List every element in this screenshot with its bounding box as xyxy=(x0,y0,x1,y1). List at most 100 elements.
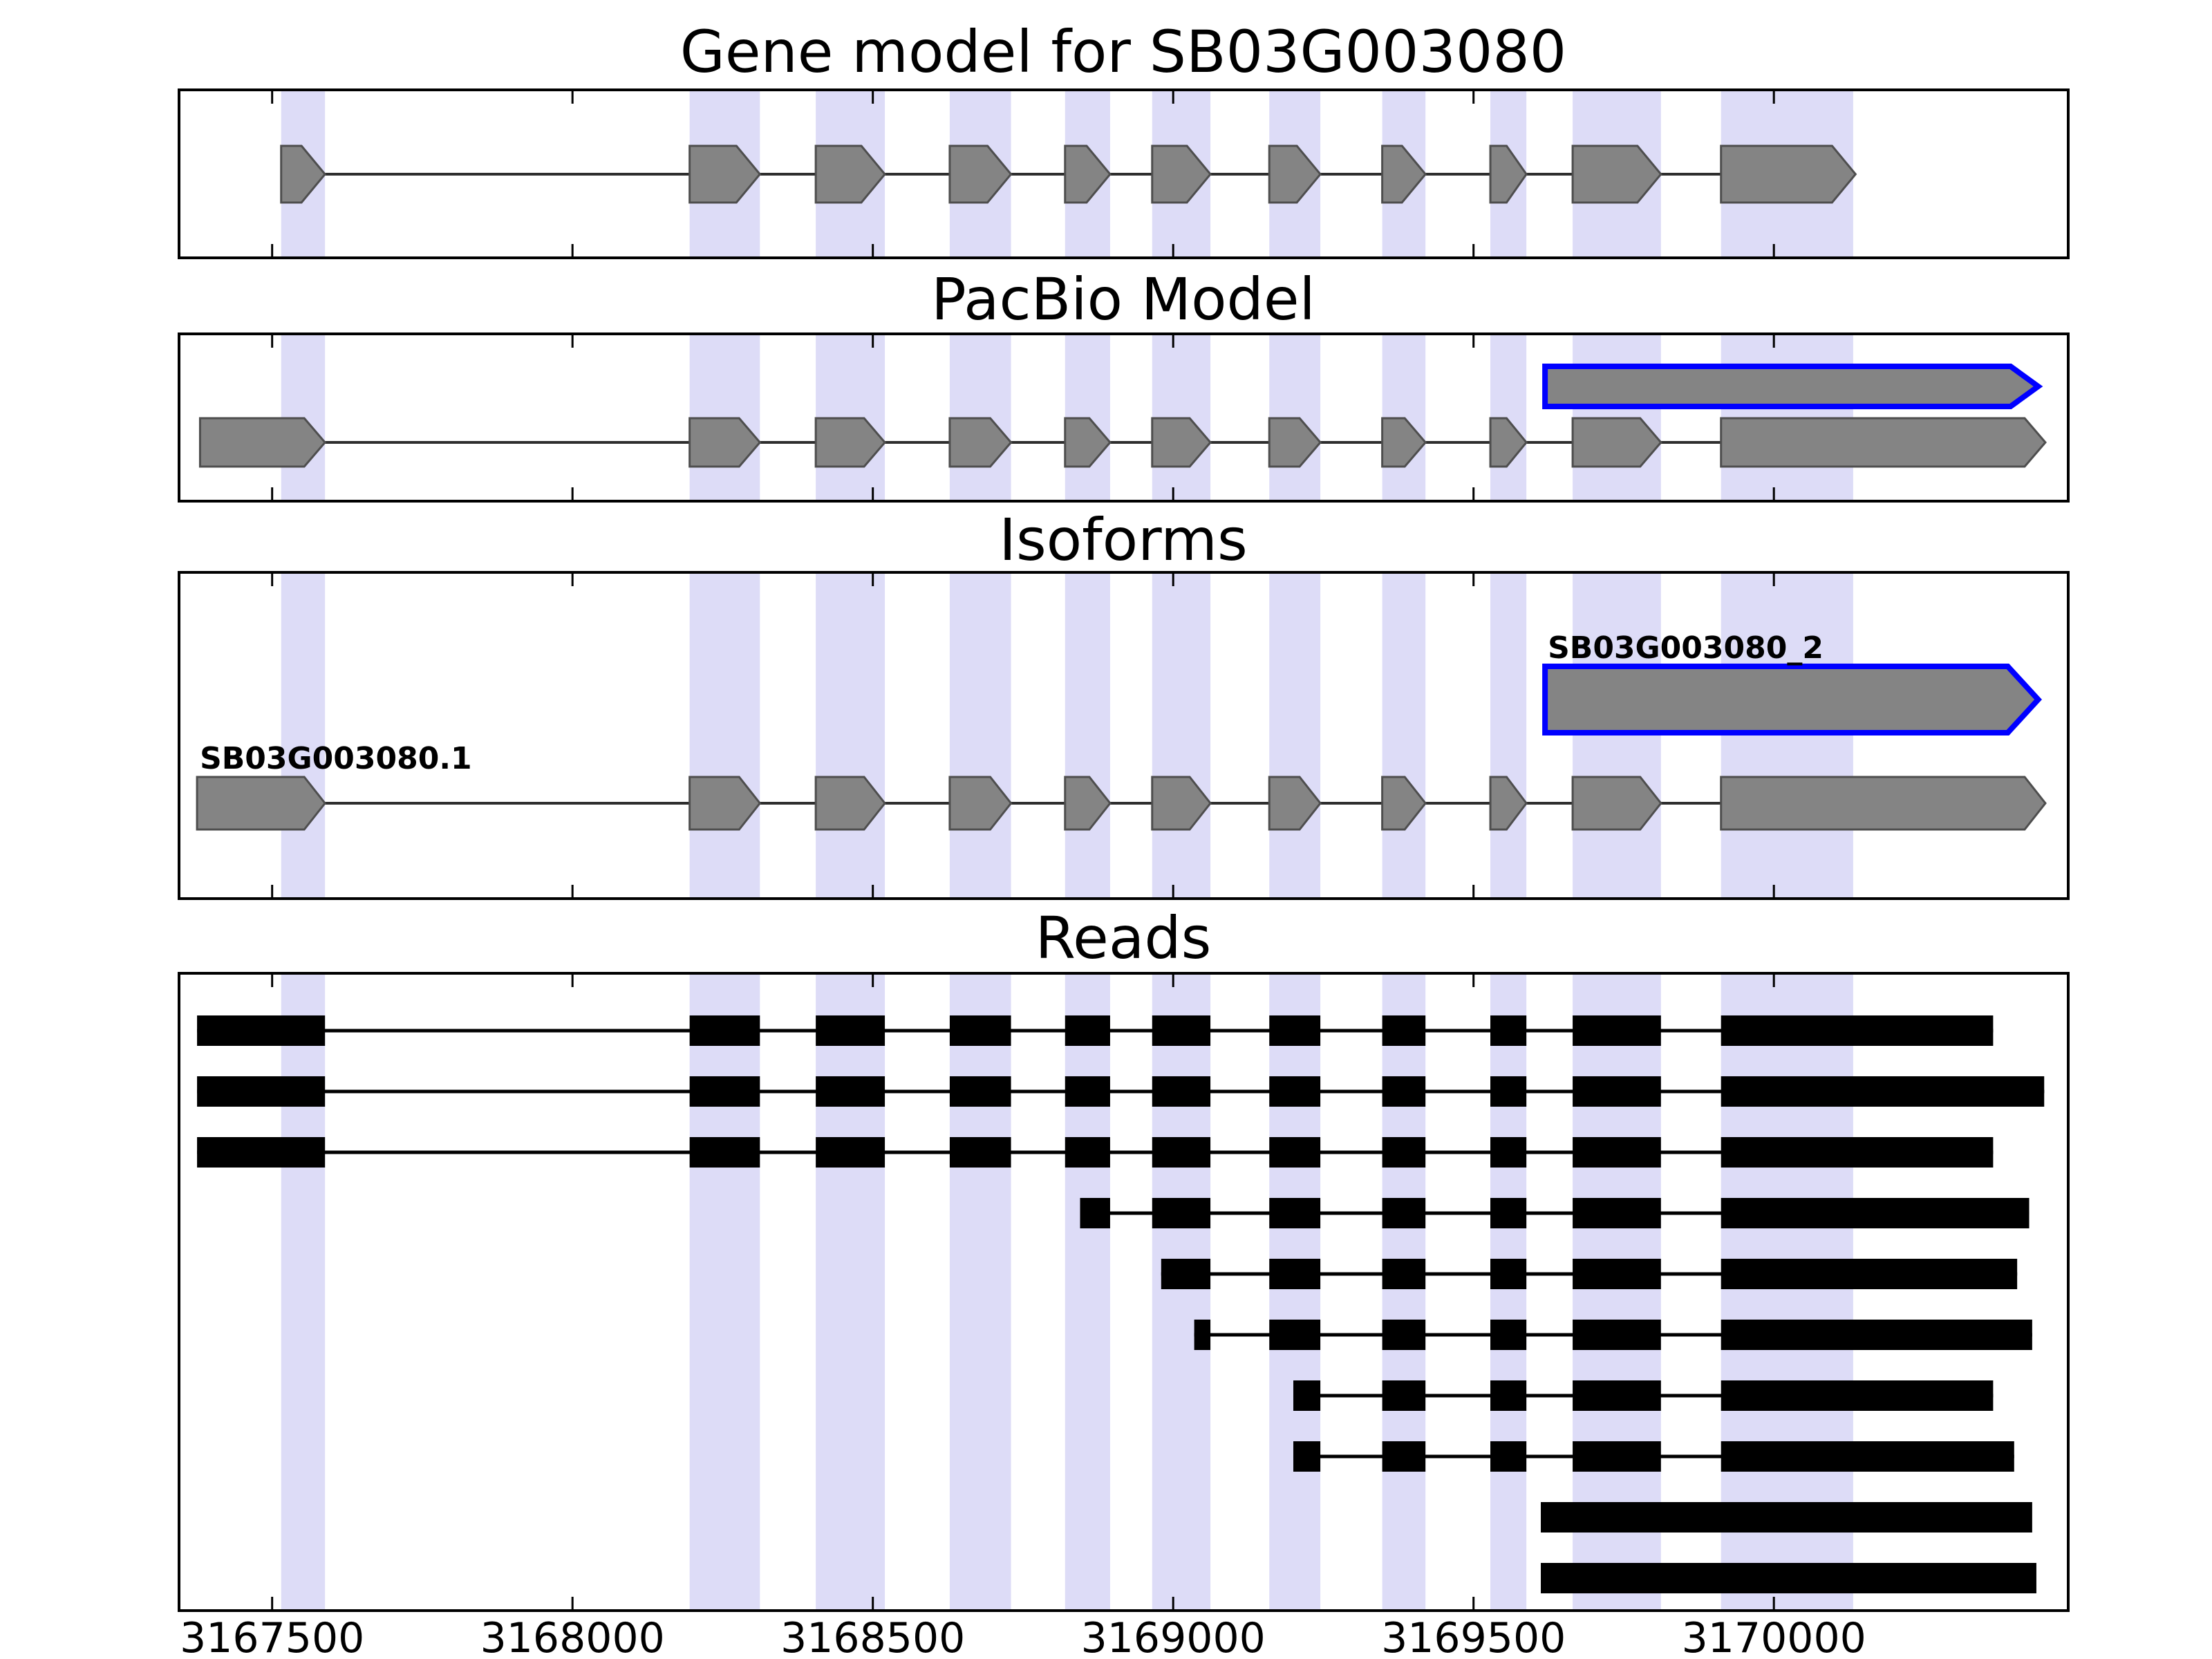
panel-border xyxy=(178,972,2070,1612)
novel-isoform-feature: SB03G003080_2 xyxy=(1542,630,2042,735)
read-exon-block xyxy=(1490,1441,1527,1472)
read-exon-block xyxy=(197,1076,326,1107)
read-exon-block xyxy=(1269,1320,1321,1350)
read-exon-block xyxy=(1573,1198,1661,1228)
panel-reads xyxy=(178,972,2070,1612)
read-exon-block xyxy=(1721,1015,1994,1046)
exon-arrow-block xyxy=(198,417,327,468)
read-exon-block xyxy=(197,1015,326,1046)
read xyxy=(197,1015,1994,1046)
read-exon-block xyxy=(1721,1320,2032,1350)
exon-highlight-band xyxy=(1382,572,1426,899)
read-exon-block xyxy=(1293,1380,1321,1411)
read-exon-block xyxy=(1382,1137,1426,1168)
read xyxy=(1541,1502,2032,1533)
read-exon-block xyxy=(1573,1320,1661,1350)
read-exon-block xyxy=(689,1076,760,1107)
exon-arrow-block xyxy=(1489,144,1528,204)
read-exon-block xyxy=(1152,1198,1211,1228)
read-exon-block xyxy=(949,1076,1011,1107)
exon-arrow-block xyxy=(1381,417,1427,468)
exon-arrow-block xyxy=(1151,144,1212,204)
read-exon-block xyxy=(1541,1563,2036,1593)
read-exon-block xyxy=(1490,1320,1527,1350)
read-exon-block xyxy=(1161,1259,1211,1289)
read-exon-block xyxy=(1573,1259,1661,1289)
exon-arrow-block xyxy=(814,144,887,204)
panel-gene-model xyxy=(178,88,2070,259)
x-tick-label: 3169000 xyxy=(1081,1614,1266,1659)
read-exon-block xyxy=(1293,1441,1321,1472)
read-exon-block xyxy=(1065,1137,1110,1168)
exon-arrow-block xyxy=(688,776,762,831)
read xyxy=(1080,1198,2030,1228)
exon-arrow-block xyxy=(688,417,762,468)
read xyxy=(1161,1259,2018,1289)
exon-arrow-block xyxy=(1064,776,1112,831)
read-exon-block xyxy=(1573,1015,1661,1046)
read-exon-block xyxy=(689,1137,760,1168)
read-exon-block xyxy=(1490,1137,1527,1168)
x-tick-label: 3168000 xyxy=(480,1614,665,1659)
read-exon-block xyxy=(1382,1441,1426,1472)
gene-model-feature xyxy=(198,417,2047,468)
read-exon-block xyxy=(1382,1076,1426,1107)
exon-highlight-band xyxy=(1490,973,1527,1611)
exon-highlight-band xyxy=(1382,973,1426,1611)
exon-highlight-band xyxy=(949,572,1011,899)
exon-highlight-band xyxy=(1152,973,1211,1611)
read-exon-block xyxy=(1382,1259,1426,1289)
exon-arrow-block xyxy=(688,144,762,204)
exon-arrow-block xyxy=(1381,144,1427,204)
read-exon-block xyxy=(816,1137,885,1168)
panel-pacbio-model xyxy=(178,332,2070,503)
read-exon-block xyxy=(1490,1259,1527,1289)
exon-arrow-block xyxy=(948,776,1013,831)
panel-title-pacbio-model: PacBio Model xyxy=(931,265,1315,333)
exon-highlight-band xyxy=(1490,572,1527,899)
exon-arrow-block xyxy=(1381,776,1427,831)
read xyxy=(197,1137,1994,1168)
exon-arrow-block xyxy=(1571,417,1662,468)
feature-label: SB03G003080_2 xyxy=(1548,630,1824,666)
panel-titles: Gene model for SB03G003080 PacBio Model … xyxy=(680,18,1566,972)
read xyxy=(1541,1563,2036,1593)
exon-highlight-band xyxy=(281,572,326,899)
panel-border xyxy=(178,88,2070,259)
read-exon-block xyxy=(1490,1076,1527,1107)
read-exon-block xyxy=(1721,1076,2045,1107)
exon-arrow-block xyxy=(1720,144,1857,204)
read-exon-block xyxy=(1721,1137,1994,1168)
exon-arrow-block xyxy=(1151,417,1212,468)
exon-highlight-band xyxy=(949,973,1011,1611)
panel-border xyxy=(178,332,2070,503)
novel-exon-arrow xyxy=(1542,664,2042,735)
read-exon-block xyxy=(1152,1015,1211,1046)
read-exon-block xyxy=(1269,1015,1321,1046)
exon-arrow-block xyxy=(1489,776,1528,831)
exon-arrow-block xyxy=(280,144,327,204)
feature-label: SB03G003080.1 xyxy=(200,741,472,776)
exon-highlight-band xyxy=(816,973,885,1611)
read-exon-block xyxy=(1152,1076,1211,1107)
read-exon-block xyxy=(1573,1076,1661,1107)
exon-arrow-block xyxy=(814,417,887,468)
read-exon-block xyxy=(1721,1380,1994,1411)
exon-highlight-band xyxy=(1065,973,1110,1611)
exon-arrow-block xyxy=(1064,144,1112,204)
read-exon-block xyxy=(1721,1441,2014,1472)
chart-layer: SB03G003080_2 SB03G003080.1 3167500 3168000… xyxy=(178,88,2070,1659)
exon-arrow-block xyxy=(1571,144,1662,204)
read-exon-block xyxy=(1490,1198,1527,1228)
panel-title-reads: Reads xyxy=(1035,904,1212,972)
read-exon-block xyxy=(1573,1137,1661,1168)
exon-arrow-block xyxy=(1720,417,2047,468)
read-exon-block xyxy=(1269,1198,1321,1228)
read xyxy=(1293,1441,2014,1472)
exon-highlight-band xyxy=(1269,572,1321,899)
exon-highlight-band xyxy=(281,973,326,1611)
exon-arrow-block xyxy=(948,144,1013,204)
read xyxy=(1194,1320,2032,1350)
gene-model-feature: SB03G003080.1 xyxy=(196,741,2047,831)
